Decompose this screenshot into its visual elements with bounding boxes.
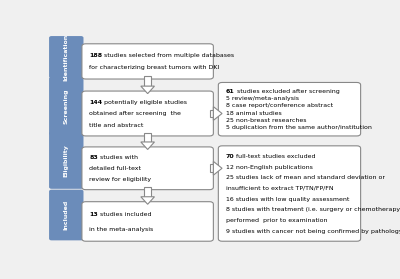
Text: obtained after screening  the: obtained after screening the <box>89 111 181 116</box>
Text: 8 case report/conference abstract: 8 case report/conference abstract <box>226 103 333 108</box>
Text: 61: 61 <box>226 89 234 94</box>
FancyBboxPatch shape <box>218 146 361 241</box>
Polygon shape <box>141 142 154 150</box>
FancyBboxPatch shape <box>49 132 84 189</box>
Polygon shape <box>210 110 213 117</box>
Polygon shape <box>213 162 222 175</box>
Polygon shape <box>213 107 222 120</box>
Text: 83: 83 <box>89 155 98 160</box>
Text: detailed full-text: detailed full-text <box>89 166 141 171</box>
FancyBboxPatch shape <box>49 77 84 135</box>
FancyBboxPatch shape <box>49 36 84 78</box>
FancyBboxPatch shape <box>82 147 213 190</box>
FancyBboxPatch shape <box>82 202 213 241</box>
Text: Identification: Identification <box>64 33 69 81</box>
FancyBboxPatch shape <box>82 91 213 136</box>
Text: studies with: studies with <box>98 155 138 160</box>
Polygon shape <box>144 187 151 197</box>
Polygon shape <box>141 86 154 94</box>
Text: studies excluded after screening: studies excluded after screening <box>234 89 339 94</box>
Text: in the meta-analysis: in the meta-analysis <box>89 227 154 232</box>
Text: 25 studies lack of mean and standard deviation or: 25 studies lack of mean and standard dev… <box>226 175 385 180</box>
Text: 25 non-breast researches: 25 non-breast researches <box>226 118 306 123</box>
Text: full-text studies excluded: full-text studies excluded <box>234 154 316 159</box>
Text: 18 animal studies: 18 animal studies <box>226 110 282 116</box>
FancyBboxPatch shape <box>49 190 84 240</box>
FancyBboxPatch shape <box>82 44 213 79</box>
Text: 5 duplication from the same author/institution: 5 duplication from the same author/insti… <box>226 125 372 130</box>
Text: 9 studies with cancer not being confirmed by pathology: 9 studies with cancer not being confirme… <box>226 229 400 234</box>
Text: 16 studies with low quality assessment: 16 studies with low quality assessment <box>226 197 349 202</box>
Text: 5 review/meta-analysis: 5 review/meta-analysis <box>226 96 299 101</box>
Text: 144: 144 <box>89 100 102 105</box>
Text: 12 non-English publications: 12 non-English publications <box>226 165 313 170</box>
Text: Included: Included <box>64 200 69 230</box>
Polygon shape <box>210 164 213 172</box>
Text: performed  prior to examination: performed prior to examination <box>226 218 327 223</box>
Text: for characterizing breast tumors with DKI: for characterizing breast tumors with DK… <box>89 66 220 71</box>
Text: studies included: studies included <box>98 212 152 217</box>
Text: 13: 13 <box>89 212 98 217</box>
Text: potentially eligible studies: potentially eligible studies <box>102 100 188 105</box>
Text: 70: 70 <box>226 154 234 159</box>
Text: Screening: Screening <box>64 88 69 124</box>
Text: Eligibility: Eligibility <box>64 144 69 177</box>
Text: insufficient to extract TP/TN/FP/FN: insufficient to extract TP/TN/FP/FN <box>226 186 333 191</box>
Text: title and abstract: title and abstract <box>89 123 144 128</box>
Text: studies selected from multiple databases: studies selected from multiple databases <box>102 53 235 58</box>
FancyBboxPatch shape <box>218 83 361 136</box>
Text: 188: 188 <box>89 53 102 58</box>
Polygon shape <box>141 197 154 204</box>
Polygon shape <box>144 133 151 142</box>
Text: review for eligibility: review for eligibility <box>89 177 152 182</box>
Polygon shape <box>144 76 151 86</box>
Text: 8 studies with treatment (i.e. surgery or chemotherapy): 8 studies with treatment (i.e. surgery o… <box>226 207 400 212</box>
